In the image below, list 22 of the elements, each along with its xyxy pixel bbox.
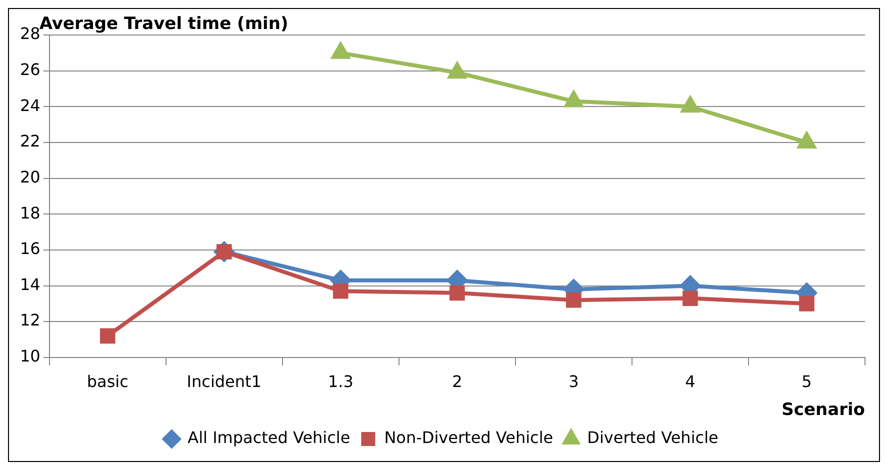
legend-label: Diverted Vehicle <box>587 428 718 448</box>
y-tick-label: 26 <box>20 60 40 79</box>
x-tick-label: Incident1 <box>186 372 262 392</box>
y-tick-label: 24 <box>20 96 40 115</box>
x-tick-label: 1.3 <box>328 372 354 392</box>
y-tick-label: 14 <box>20 274 40 294</box>
y-tick-label: 12 <box>20 310 40 330</box>
y-tick-label: 18 <box>20 203 40 222</box>
x-tick-label: basic <box>86 372 128 392</box>
x-tick-label: 3 <box>568 372 579 392</box>
x-tick-label: 4 <box>685 372 696 392</box>
x-tick-label: 2 <box>452 372 462 392</box>
legend-label: All Impacted Vehicle <box>188 428 350 448</box>
x-tick-label: 5 <box>802 372 812 392</box>
y-axis-title: Average Travel time (min) <box>39 14 288 34</box>
y-tick-label: 22 <box>20 132 40 151</box>
y-tick-label: 16 <box>20 239 40 258</box>
y-tick-label: 10 <box>20 346 40 366</box>
y-tick-label: 28 <box>20 24 40 44</box>
x-axis-title: Scenario <box>782 400 865 420</box>
legend-label: Non-Diverted Vehicle <box>384 428 554 448</box>
y-tick-label: 20 <box>20 167 40 186</box>
